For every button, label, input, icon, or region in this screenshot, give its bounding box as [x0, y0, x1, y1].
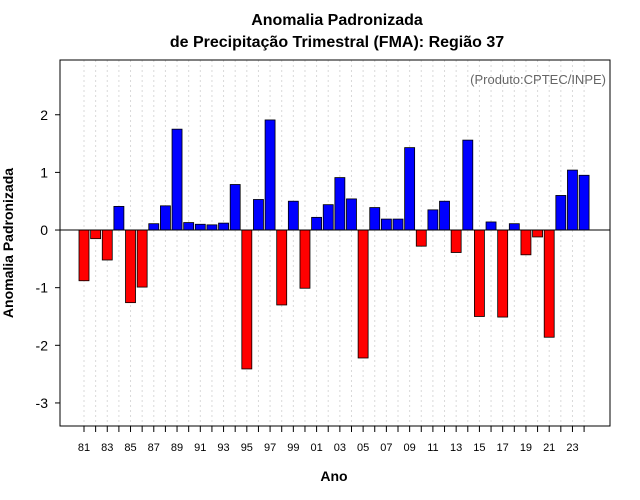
x-tick-label: 87	[148, 442, 160, 454]
x-axis-label: Ano	[320, 468, 347, 484]
bar-04	[346, 198, 357, 231]
bar-00	[299, 229, 311, 289]
bar-12	[439, 200, 450, 231]
y-axis: -3 -2 -1 0 1 2	[36, 107, 60, 411]
bar-88	[160, 205, 171, 231]
bar-11	[427, 209, 439, 231]
y-tick-label: -2	[36, 337, 49, 353]
bar-90	[183, 222, 195, 231]
x-tick-label: 01	[310, 442, 322, 454]
y-tick-label: 1	[40, 164, 48, 180]
bar-14	[462, 139, 474, 231]
x-tick-label: 15	[473, 442, 485, 454]
x-tick-label: 23	[566, 442, 578, 454]
bar-18	[508, 223, 520, 231]
x-tick-label: 89	[171, 442, 183, 454]
x-axis: 81 83 85 87 89 91 93 95 97 99 01 03 05 07 09 11 13 15 17 19…	[78, 426, 585, 454]
bar-09	[404, 147, 416, 231]
bar-20	[532, 229, 543, 238]
bar-24	[578, 174, 590, 231]
bar-23	[567, 169, 578, 231]
bar-85	[125, 229, 136, 304]
bar-91	[194, 223, 206, 231]
bar-16	[485, 221, 497, 231]
bar-22	[555, 195, 567, 231]
bar-99	[287, 200, 299, 231]
x-tick-label: 21	[543, 442, 555, 454]
x-tick-label: 81	[78, 442, 90, 454]
bars	[78, 119, 590, 370]
grid-lines	[83, 60, 585, 426]
chart-title-line1: Anomalia Padronizada	[251, 12, 423, 29]
x-tick-label: 93	[217, 442, 229, 454]
bar-97	[264, 119, 276, 231]
bar-96	[253, 199, 264, 231]
bar-17	[497, 229, 509, 318]
bar-06	[369, 207, 381, 231]
bar-03	[334, 177, 346, 231]
y-tick-label: 0	[40, 222, 48, 238]
bar-07	[380, 218, 392, 231]
bar-89	[171, 128, 183, 231]
x-tick-label: 91	[194, 442, 206, 454]
bar-82	[90, 229, 102, 240]
x-tick-label: 13	[450, 442, 462, 454]
x-tick-label: 03	[334, 442, 346, 454]
x-tick-label: 97	[264, 442, 276, 454]
bar-86	[136, 229, 148, 288]
x-tick-label: 19	[520, 442, 532, 454]
x-tick-label: 95	[241, 442, 253, 454]
x-tick-label: 07	[380, 442, 392, 454]
chart-title-line2: de Precipitação Trimestral (FMA): Região…	[170, 34, 504, 51]
y-tick-label: -1	[36, 280, 49, 296]
bar-02	[322, 204, 334, 231]
bar-84	[113, 205, 125, 231]
bar-08	[392, 218, 404, 231]
bar-15	[474, 229, 485, 317]
bar-13	[450, 229, 462, 253]
x-tick-label: 17	[497, 442, 509, 454]
x-tick-label: 05	[357, 442, 369, 454]
bar-95	[241, 229, 253, 370]
bar-01	[311, 216, 323, 231]
x-tick-label: 09	[404, 442, 416, 454]
bar-81	[78, 229, 90, 282]
bar-10	[415, 229, 427, 247]
x-tick-label: 83	[101, 442, 113, 454]
bar-83	[101, 229, 113, 261]
y-axis-label: Anomalia Padronizada	[0, 168, 16, 318]
plot-area-frame	[59, 59, 611, 427]
y-tick-label: -3	[36, 395, 49, 411]
bar-98	[276, 229, 288, 306]
x-tick-label: 99	[287, 442, 299, 454]
bar-05	[357, 229, 369, 359]
bar-92	[206, 224, 218, 231]
bar-94	[229, 184, 241, 231]
bar-19	[520, 229, 532, 256]
y-tick-label: 2	[40, 107, 48, 123]
credit-text: (Produto:CPTEC/INPE)	[470, 72, 606, 87]
bar-87	[148, 223, 160, 231]
bar-21	[543, 229, 555, 338]
x-tick-label: 11	[427, 442, 438, 454]
bar-93	[218, 222, 229, 231]
x-tick-label: 85	[124, 442, 136, 454]
